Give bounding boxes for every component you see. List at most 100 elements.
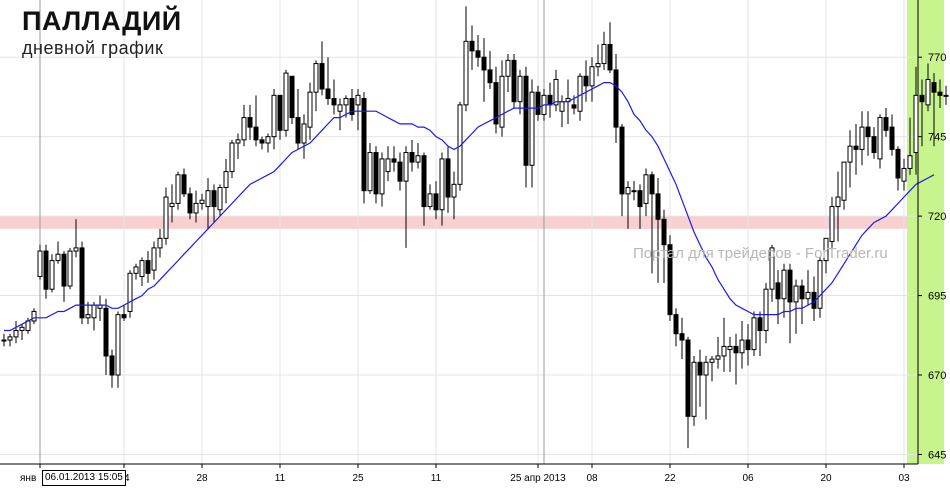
candle-body-bullish <box>193 202 199 214</box>
support-zone-band <box>0 216 918 229</box>
candle-body-bearish <box>619 126 625 195</box>
candle-body-bearish <box>865 126 871 138</box>
candle-body-bearish <box>733 345 739 354</box>
candle-body-bearish <box>775 282 781 300</box>
candle-body-bullish <box>505 59 511 77</box>
candle-body-bearish <box>799 285 805 300</box>
candle-body-bearish <box>253 126 259 141</box>
candle-body-bullish <box>85 314 91 319</box>
candle-body-bearish <box>295 117 301 144</box>
chart-grid <box>0 0 918 464</box>
candle-body-bearish <box>685 339 691 417</box>
y-tick-label: 720 <box>928 211 946 223</box>
candle-body-bullish <box>595 63 601 68</box>
candle-body-bullish <box>91 304 97 319</box>
candle-body-bearish <box>547 94 553 106</box>
candle-body-bearish <box>211 190 217 208</box>
x-tick-label: 22 <box>664 473 676 484</box>
candle-body-bullish <box>385 158 391 173</box>
candle-body-bullish <box>781 269 787 300</box>
candle-body-bullish <box>847 145 853 163</box>
candle-body-bearish <box>655 193 661 220</box>
candle-body-bullish <box>199 199 205 204</box>
candle-body-bullish <box>841 161 847 201</box>
x-tick-label: 11 <box>431 473 442 484</box>
candle-body-bearish <box>583 75 589 87</box>
candle-body-bullish <box>913 94 919 154</box>
candle-body-bullish <box>439 158 445 211</box>
candle-body-bullish <box>835 196 841 208</box>
candle-body-bearish <box>391 158 397 163</box>
x-tick-label: 11 <box>275 473 286 484</box>
candle-body-bullish <box>625 187 631 195</box>
candle-body-bullish <box>13 330 19 338</box>
candle-body-bullish <box>175 174 181 204</box>
candle-body-bullish <box>163 196 169 239</box>
candle-body-bearish <box>931 82 937 93</box>
candle-body-bearish <box>853 145 859 150</box>
candle-body-bullish <box>589 66 595 87</box>
candle-body-bearish <box>475 50 481 58</box>
candle-body-bullish <box>751 317 757 351</box>
candle-body-bullish <box>403 152 409 182</box>
candle-body-bullish <box>313 63 319 93</box>
candle-body-bullish <box>709 358 715 363</box>
candle-body-bearish <box>745 339 751 351</box>
candle-body-bearish <box>445 158 451 198</box>
candle-body-bullish <box>205 190 211 208</box>
candle-body-bearish <box>895 148 901 179</box>
candle-body-bullish <box>37 250 43 277</box>
chart-background <box>0 0 944 464</box>
candle-body-bearish <box>277 94 283 131</box>
candle-body-bullish <box>877 117 883 160</box>
candle-body-bearish <box>187 193 193 214</box>
candle-body-bearish <box>289 75 295 119</box>
candle-body-bullish <box>127 272 133 312</box>
candle-body-bearish <box>481 56 487 71</box>
candle-body-bearish <box>673 314 679 335</box>
candle-body-bullish <box>49 260 55 290</box>
candle-body-bearish <box>607 43 613 71</box>
candle-body-bullish <box>265 136 271 144</box>
y-tick-label: 770 <box>928 52 946 64</box>
candle-body-bullish <box>1 339 7 342</box>
candle-body-bearish <box>373 152 379 195</box>
candle-body-bullish <box>223 171 229 189</box>
candle-body-bearish <box>649 174 655 195</box>
watermark: Портал для трейдеров - ForTrader.ru <box>633 245 888 262</box>
candle-body-bullish <box>721 345 727 357</box>
candle-body-bullish <box>337 104 343 112</box>
x-tick-label: янв <box>20 473 36 484</box>
x-tick-label: 03 <box>898 473 910 484</box>
candle-body-bullish <box>379 158 385 195</box>
candle-body-bearish <box>613 69 619 128</box>
candle-body-bearish <box>871 136 877 154</box>
candle-body-bullish <box>943 94 949 97</box>
candle-body-bearish <box>331 98 337 106</box>
candle-body-bullish <box>451 183 457 198</box>
candle-body-bullish <box>769 247 775 290</box>
candle-body-bullish <box>805 291 811 300</box>
candle-body-bullish <box>343 98 349 106</box>
candle-body-bearish <box>259 139 265 144</box>
candle-body-bullish <box>307 91 313 128</box>
candle-body-bullish <box>415 155 421 163</box>
candle-body-bearish <box>61 253 67 287</box>
cursor-date-label: 06.01.2013 15:05 <box>42 470 126 486</box>
candle-body-bearish <box>433 193 439 211</box>
candle-body-bullish <box>859 126 865 150</box>
candle-body-bearish <box>79 247 85 319</box>
candle-body-bullish <box>499 75 505 128</box>
chart-title: ПАЛЛАДИЙ <box>22 6 182 36</box>
x-tick-label: 25 апр 2013 <box>510 473 566 484</box>
y-tick-label: 645 <box>928 449 946 461</box>
candle-body-bullish <box>241 117 247 141</box>
candle-body-bearish <box>937 91 943 96</box>
candle-body-bearish <box>697 361 703 376</box>
candle-body-bullish <box>271 94 277 138</box>
candle-body-bullish <box>829 206 835 243</box>
candle-body-bearish <box>493 82 499 125</box>
candle-body-bullish <box>67 250 73 287</box>
candle-body-bullish <box>727 345 733 351</box>
